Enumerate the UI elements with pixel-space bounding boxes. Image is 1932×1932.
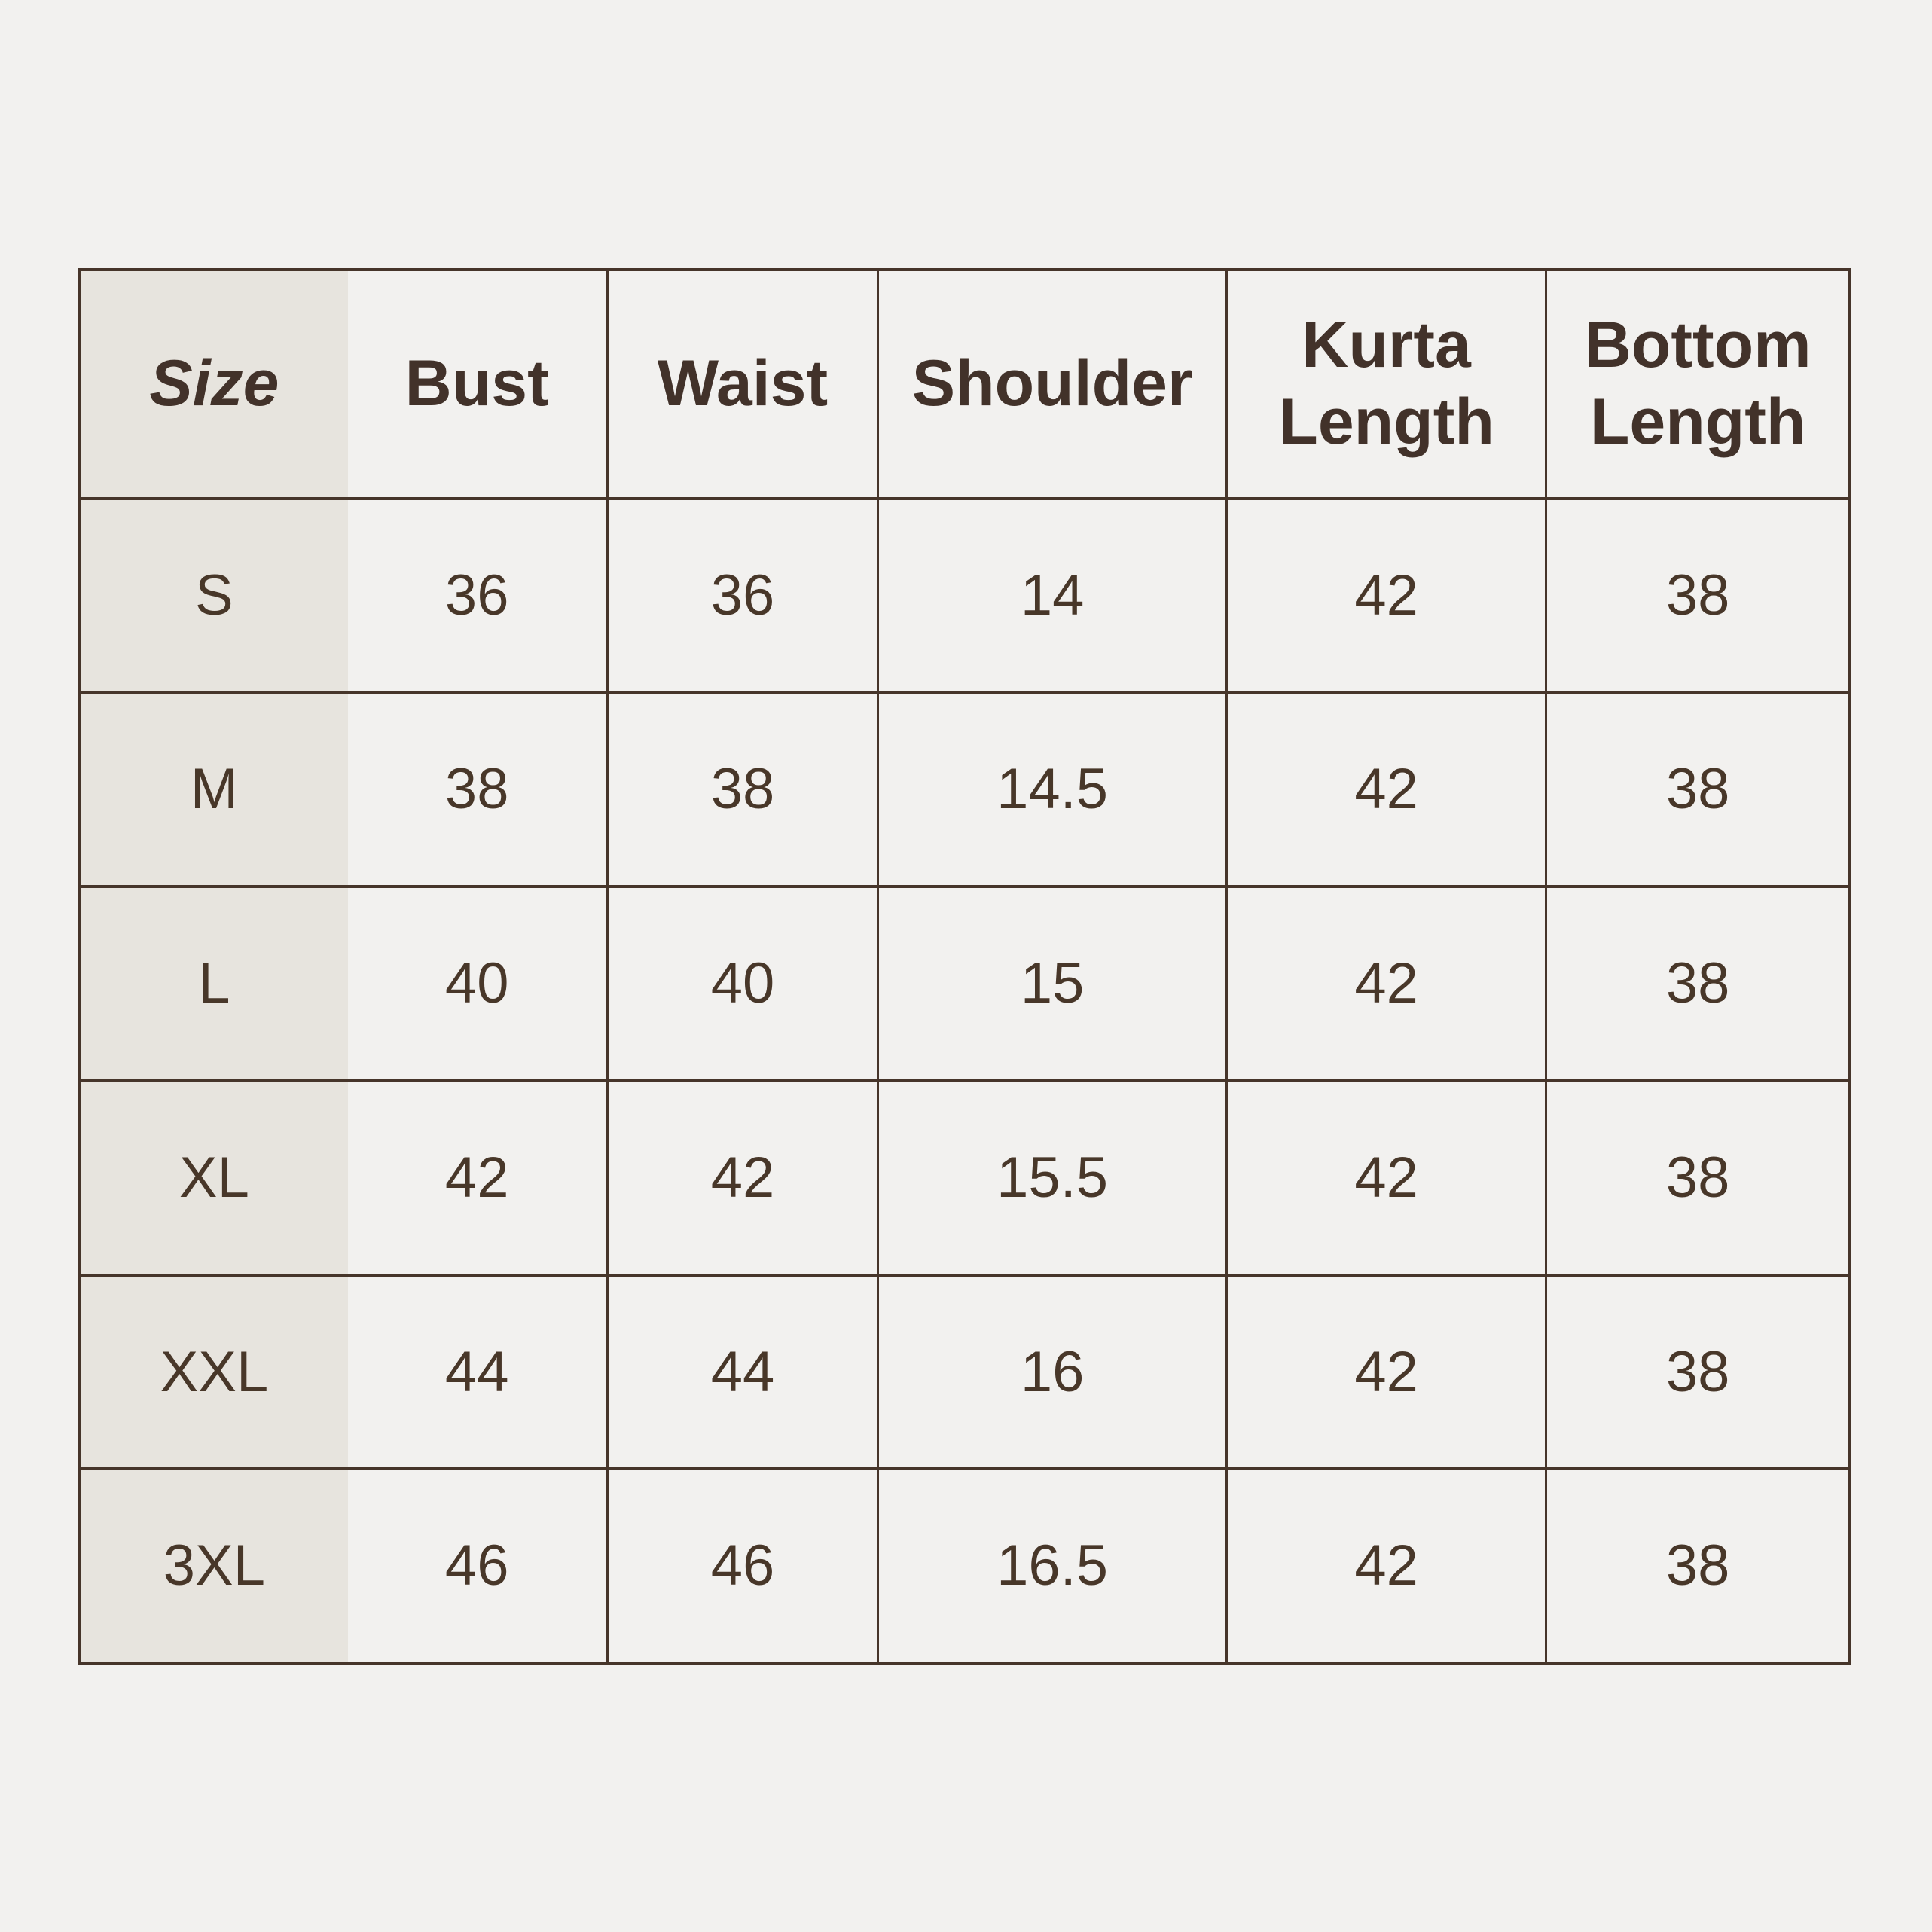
value-cell: 16.5 [877, 1467, 1225, 1662]
value-cell: 38 [1545, 885, 1848, 1079]
value-cell: 38 [606, 691, 877, 886]
value-cell: 46 [347, 1467, 606, 1662]
value-cell: 42 [1225, 691, 1546, 886]
column-header-shoulder: Shoulder [877, 271, 1225, 497]
value-cell: 44 [347, 1273, 606, 1468]
value-cell: 38 [1545, 1273, 1848, 1468]
row-label: S [81, 496, 348, 691]
row-label: XXL [81, 1273, 348, 1468]
value-cell: 14.5 [877, 691, 1225, 886]
value-cell: 38 [1545, 1467, 1848, 1662]
value-cell: 36 [347, 496, 606, 691]
value-cell: 46 [606, 1467, 877, 1662]
row-label: 3XL [81, 1467, 348, 1662]
value-cell: 42 [606, 1079, 877, 1274]
value-cell: 42 [347, 1079, 606, 1274]
column-header-kurta-length: Kurta Length [1225, 271, 1546, 497]
value-cell: 40 [347, 885, 606, 1079]
value-cell: 42 [1225, 1467, 1546, 1662]
value-cell: 44 [606, 1273, 877, 1468]
value-cell: 14 [877, 496, 1225, 691]
value-cell: 16 [877, 1273, 1225, 1468]
value-cell: 38 [1545, 496, 1848, 691]
value-cell: 42 [1225, 1079, 1546, 1274]
value-cell: 40 [606, 885, 877, 1079]
value-cell: 15 [877, 885, 1225, 1079]
row-label: M [81, 691, 348, 886]
row-label: L [81, 885, 348, 1079]
row-label: XL [81, 1079, 348, 1274]
column-header-size: Size [81, 271, 348, 497]
value-cell: 38 [347, 691, 606, 885]
column-header-bottom-length: Bottom Length [1545, 271, 1848, 497]
column-header-bust: Bust [404, 347, 549, 420]
value-cell: 42 [1225, 1273, 1546, 1468]
size-chart-table: Size Bust Waist Shoulder Kurta Length Bo… [78, 268, 1851, 1665]
value-cell: 15.5 [877, 1079, 1225, 1274]
value-cell: 36 [606, 496, 877, 691]
value-cell: 38 [1545, 1079, 1848, 1274]
column-header-waist: Waist [606, 271, 877, 497]
value-cell: 38 [1545, 691, 1848, 886]
value-cell: 42 [1225, 885, 1546, 1079]
value-cell: 42 [1225, 496, 1546, 691]
